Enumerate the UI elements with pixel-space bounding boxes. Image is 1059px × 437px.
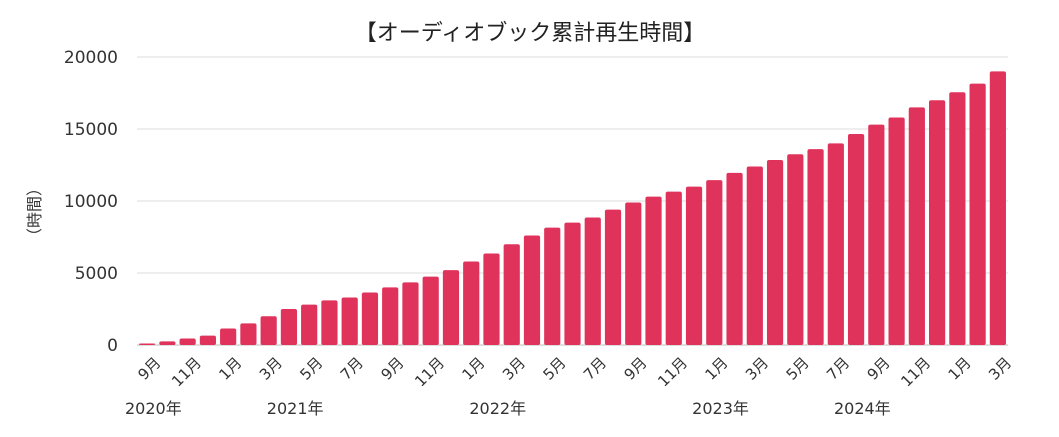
bar [382,287,399,345]
bar [361,292,379,345]
y-tick-label: 10000 [64,192,118,212]
bar [929,100,946,345]
x-tick-label: 5月 [539,354,569,384]
x-tick-label: 9月 [134,354,164,384]
bar [604,209,622,345]
bar [726,172,743,345]
x-tick-label: 1月 [945,354,975,384]
x-tick-label: 3月 [985,354,1015,384]
x-year-label: 2021年 [267,399,324,418]
bar [706,180,723,345]
x-tick-label: 11月 [654,354,691,391]
bar [827,143,844,345]
bar [301,304,318,345]
x-tick-label: 3月 [499,354,529,384]
bar [665,191,682,345]
bar [199,335,216,345]
bar [139,343,156,345]
bar [422,276,439,345]
x-tick-label: 9月 [620,354,650,384]
x-tick-label: 1月 [215,354,245,384]
y-tick-label: 5000 [75,264,118,284]
bar [260,316,277,345]
y-tick-label: 0 [107,336,118,356]
bar [483,253,500,345]
bar [969,83,986,345]
y-tick-label: 20000 [64,48,118,68]
y-axis-ticks: 0 5000 10000 15000 20000 [64,48,118,356]
x-tick-label: 11月 [411,354,448,391]
x-tick-label: 5月 [783,354,813,384]
bar [503,244,520,345]
bar-series [139,71,1006,346]
bar [442,270,460,345]
bar [402,282,419,345]
x-tick-label: 5月 [296,354,326,384]
bar [564,222,581,345]
bar [523,235,541,345]
bar [625,202,642,345]
bar [220,328,237,345]
bar [868,124,885,346]
bar [989,71,1006,346]
x-tick-label: 3月 [742,354,772,384]
bar [787,154,804,345]
y-tick-label: 15000 [64,120,118,140]
bar [908,107,925,346]
x-tick-label: 1月 [702,354,732,384]
bar [685,186,703,345]
x-tick-label: 3月 [256,354,286,384]
x-tick-label: 11月 [168,354,205,391]
bar [321,300,338,345]
x-year-label: 2023年 [692,399,749,418]
x-tick-label: 7月 [337,354,367,384]
x-tick-label: 7月 [580,354,610,384]
bar [544,227,561,345]
bar [645,196,662,345]
x-axis-ticks: 9月 11月 1月 3月 5月 7月 9月 11月 1月 3月 5月 7月 9月 11月 1月 3月 5月 7月 9… [134,354,1015,391]
x-axis-year-labels: 2020年 2021年 2022年 2023年 2024年 [125,399,891,418]
bar [584,217,601,345]
x-tick-label: 9月 [377,354,407,384]
bar [746,166,763,345]
x-year-label: 2022年 [469,399,526,418]
bar [159,341,176,345]
y-axis-label: （時間） [25,180,44,244]
bar [341,297,358,345]
x-year-label: 2024年 [834,399,891,418]
x-tick-label: 1月 [458,354,488,384]
bar [179,338,196,345]
bar [888,117,905,345]
bar [766,159,784,345]
x-tick-label: 7月 [823,354,853,384]
x-tick-label: 11月 [897,354,934,391]
bar [847,134,865,345]
bar [463,261,480,345]
bar [807,149,824,345]
bar [949,92,966,345]
bar [280,309,298,345]
chart-title: 【オーディオブック累計再生時間】 [355,21,705,46]
bar [240,323,257,345]
x-tick-label: 9月 [864,354,894,384]
x-year-label: 2020年 [125,399,182,418]
